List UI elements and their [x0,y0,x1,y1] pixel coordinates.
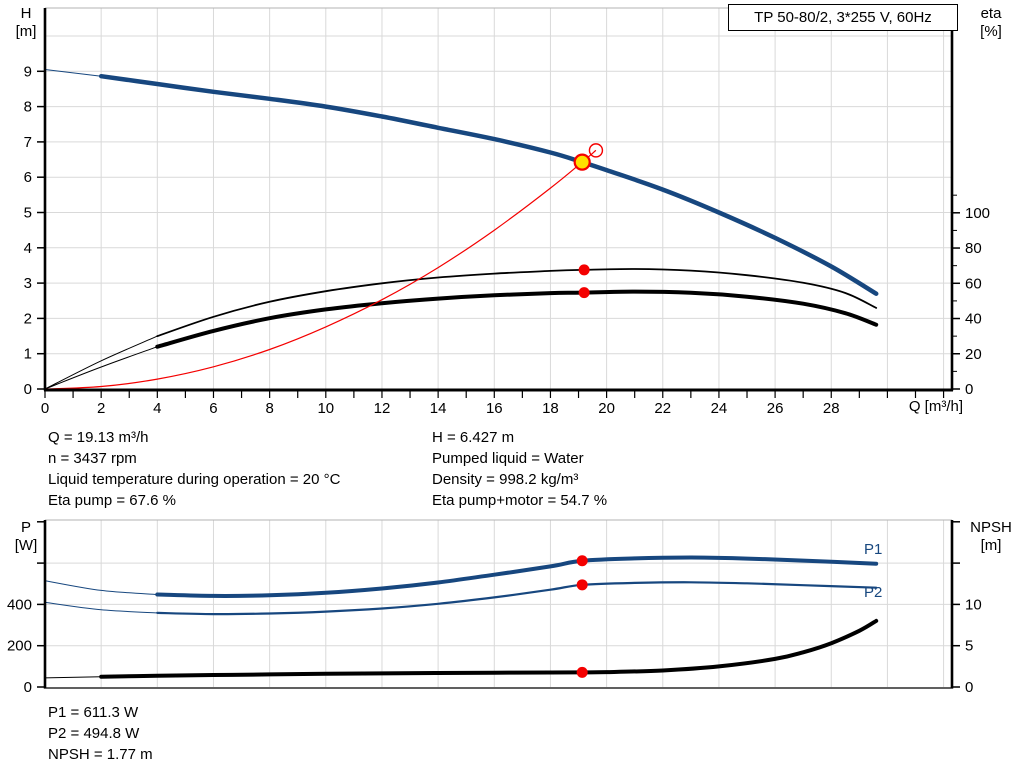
pump-title-text: TP 50-80/2, 3*255 V, 60Hz [754,9,932,26]
npsh-axis-title: NPSH [m] [962,519,1020,555]
left-axis-tick-label: 4 [24,240,32,257]
eta-pump-motor-curve [155,289,879,349]
duty-point-dot [576,666,588,678]
info-head: H = 6.427 m [432,429,515,446]
system-curve [44,149,597,390]
x-axis-tick-label: 2 [97,400,105,417]
info-density: Density = 998.2 kg/m³ [432,471,579,488]
info-p1: P1 = 611.3 W [48,704,139,721]
left-axis-tick-label: 0 [24,679,32,696]
p2-curve-label: P2 [864,584,883,601]
right-axis-tick-label: 0 [965,381,973,398]
info-flow: Q = 19.13 m³/h [48,429,149,446]
info-npsh: NPSH = 1.77 m [48,746,153,763]
h-axis-title: H [m] [6,5,46,41]
npsh-axis-unit: [m] [980,537,1002,554]
left-axis-tick-label: 8 [24,99,32,116]
eta-axis-title: eta [%] [966,5,1016,41]
pump-title-box: TP 50-80/2, 3*255 V, 60Hz [728,4,958,31]
x-axis-tick-label: 28 [823,400,840,417]
h-axis-unit: [m] [15,23,37,40]
left-axis-tick-label: 0 [24,381,32,398]
duty-point-dot [576,579,588,591]
left-axis-tick-label: 2 [24,310,32,327]
x-axis-tick-label: 18 [542,400,559,417]
requested-duty-open-circle [588,143,604,158]
eta-pump-motor-curve-thin [44,346,158,390]
left-axis-tick-label: 7 [24,134,32,151]
x-axis-tick-label: 6 [209,400,217,417]
right-axis-tick-label: 40 [965,311,982,328]
left-axis-tick-label: 5 [24,205,32,222]
info-block-left: Q = 19.13 m³/h n = 3437 rpm Liquid tempe… [48,427,340,511]
operating-point-marker[interactable] [573,153,591,171]
info-block-bottom: P1 = 611.3 W P2 = 494.8 W NPSH = 1.77 m [48,702,153,765]
duty-point-dot [578,264,590,276]
right-axis-tick-label: 60 [965,275,982,292]
info-speed: n = 3437 rpm [48,450,137,467]
x-axis-tick-label: 20 [598,400,615,417]
x-axis-tick-label: 26 [767,400,784,417]
x-axis-tick-label: 8 [265,400,273,417]
left-axis-tick-label: 9 [24,63,32,80]
info-pumped-liquid: Pumped liquid = Water [432,450,584,467]
x-axis-tick-label: 0 [41,400,49,417]
npsh-axis-symbol: NPSH [970,519,1012,536]
right-axis-tick-label: 20 [965,346,982,363]
info-p2: P2 = 494.8 W [48,725,140,742]
p-axis-symbol: P [20,519,31,536]
eta-axis-symbol: eta [980,5,1002,22]
pump-head-curve [98,73,879,296]
p1-curve-label: P1 [864,541,883,558]
right-axis-tick-label: 0 [965,679,973,696]
npsh-curve-thin [44,676,102,679]
eta-pump-curve-thin [44,335,158,390]
left-axis-tick-label: 200 [7,638,32,655]
x-axis-tick-label: 24 [711,400,728,417]
x-axis-tick-label: 4 [153,400,161,417]
info-eta-pump: Eta pump = 67.6 % [48,492,176,509]
duty-point-dot [578,287,590,299]
q-axis-title: Q [m³/h] [908,398,963,415]
duty-point-dot [576,555,588,567]
left-axis-tick-label: 400 [7,596,32,613]
p-axis-title: P [W] [6,519,46,555]
p1-power-curve-thin [44,580,158,595]
p-axis-unit: [W] [14,537,38,554]
left-axis-tick-label: 6 [24,169,32,186]
left-axis-tick-label: 1 [24,346,32,363]
right-axis-tick-label: 10 [965,596,982,613]
pump-head-curve-thin [44,69,102,77]
p2-power-curve [156,581,878,616]
right-axis-tick-label: 100 [965,205,990,222]
x-axis-tick-label: 12 [374,400,391,417]
x-axis-tick-label: 22 [654,400,671,417]
right-axis-tick-label: 80 [965,240,982,257]
p1-power-curve [155,555,879,598]
eta-axis-unit: [%] [980,23,1002,40]
x-axis-tick-label: 14 [430,400,447,417]
x-axis-tick-label: 16 [486,400,503,417]
info-block-right: H = 6.427 m Pumped liquid = Water Densit… [432,427,607,511]
eta-pump-curve [156,268,878,337]
p2-power-curve-thin [44,601,158,614]
left-axis-tick-label: 3 [24,275,32,292]
h-axis-symbol: H [20,5,32,22]
npsh-curve [99,618,879,679]
right-axis-tick-label: 5 [965,638,973,655]
x-axis-tick-label: 10 [317,400,334,417]
info-eta-pump-motor: Eta pump+motor = 54.7 % [432,492,608,509]
info-liquid-temp: Liquid temperature during operation = 20… [48,471,341,488]
